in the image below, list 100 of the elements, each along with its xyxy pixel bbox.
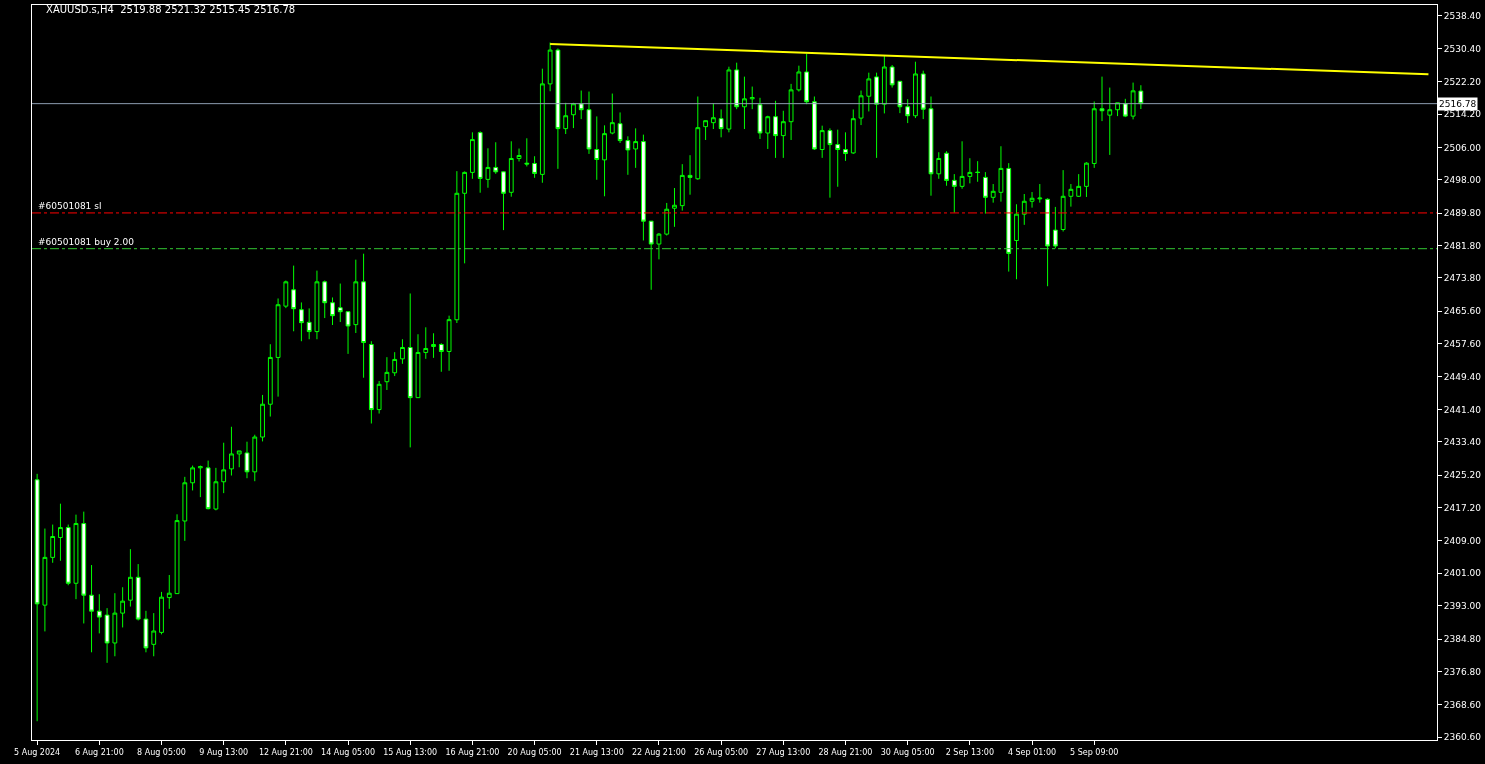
candlestick <box>609 93 615 135</box>
candlestick <box>563 102 569 135</box>
y-tick-label: 2441.40 <box>1443 404 1482 415</box>
candlestick <box>524 137 530 167</box>
candlestick <box>205 460 211 510</box>
ref-line-label: #60501081 buy 2.00 <box>38 237 135 247</box>
candlestick <box>50 524 56 564</box>
candlestick <box>889 64 895 89</box>
candlestick <box>508 140 514 198</box>
candlestick <box>703 120 708 141</box>
x-tick-label: 14 Aug 05:00 <box>321 747 376 757</box>
candlestick <box>1122 98 1128 118</box>
candlestick <box>710 102 716 130</box>
y-tick-label: 2433.40 <box>1443 437 1482 448</box>
candlestick <box>555 47 561 170</box>
candlestick <box>990 183 996 204</box>
candlestick <box>936 151 942 180</box>
candlestick <box>1138 84 1144 110</box>
candlestick <box>773 100 778 159</box>
candlestick <box>73 514 79 600</box>
candlestick <box>58 503 63 562</box>
candlestick <box>843 131 848 162</box>
candlestick <box>182 476 188 542</box>
candlestick <box>897 80 903 114</box>
candlestick <box>485 147 491 189</box>
candlestick <box>765 115 771 150</box>
candlestick <box>81 511 87 624</box>
candlestick <box>1107 87 1113 156</box>
candlestick <box>874 72 879 159</box>
candlestick <box>827 127 833 199</box>
candlestick <box>306 307 312 340</box>
candlestick <box>866 72 872 112</box>
y-tick-label: 2473.80 <box>1443 273 1482 284</box>
y-tick-label: 2393.00 <box>1443 600 1482 611</box>
candlestick <box>547 42 553 92</box>
candlestick <box>959 140 965 190</box>
x-tick-label: 16 Aug 21:00 <box>445 747 500 757</box>
candlestick <box>462 170 468 264</box>
x-tick-label: 20 Aug 05:00 <box>507 747 562 757</box>
y-tick-label: 2506.00 <box>1443 142 1482 153</box>
ref-line-label: 2516.78 <box>1439 99 1477 109</box>
candlestick <box>983 171 988 215</box>
candlestick <box>229 426 234 477</box>
candlestick <box>656 232 662 260</box>
candlestick <box>1052 206 1058 249</box>
candlestick <box>423 326 429 360</box>
candlestick <box>446 315 452 372</box>
candlestick <box>679 163 685 212</box>
candlestick <box>267 343 273 418</box>
candlestick <box>641 134 646 241</box>
candlestick <box>749 86 755 110</box>
y-tick-label: 2465.60 <box>1443 306 1482 317</box>
y-tick-label: 2538.40 <box>1443 11 1482 22</box>
candlestick <box>415 333 421 399</box>
candlestick <box>788 83 794 141</box>
candlestick <box>174 513 180 595</box>
ref-line-label: #60501081 sl <box>38 201 102 211</box>
candlestick <box>159 591 164 635</box>
y-tick-label: 2457.60 <box>1443 338 1482 349</box>
y-tick-label: 2425.20 <box>1443 470 1482 481</box>
candlestick <box>361 253 366 379</box>
candlestick <box>1029 191 1035 209</box>
candlestick <box>120 586 126 628</box>
candlestick <box>213 467 219 511</box>
candlestick <box>695 96 701 181</box>
candlestick <box>322 280 328 319</box>
y-tick-label: 2384.80 <box>1443 634 1482 645</box>
candlestick <box>578 90 584 120</box>
x-tick-label: 2 Sep 13:00 <box>945 747 995 757</box>
y-tick-label: 2514.20 <box>1443 109 1482 120</box>
candlestick <box>314 270 320 340</box>
candlestick <box>96 593 102 634</box>
candlestick <box>602 124 607 197</box>
candlestick <box>407 292 413 448</box>
candlestick <box>275 297 281 398</box>
candlestick <box>438 342 444 373</box>
candlestick <box>944 150 949 187</box>
candlestick <box>804 53 810 105</box>
candlestick <box>470 131 475 180</box>
candlestick <box>1068 183 1074 208</box>
y-tick-label: 2489.80 <box>1443 208 1482 219</box>
candlestick <box>928 96 934 197</box>
candlestick <box>353 259 359 334</box>
x-tick-label: 6 Aug 21:00 <box>74 747 124 757</box>
candlestick <box>726 66 732 133</box>
candlestick <box>376 380 382 415</box>
candlestick <box>197 465 203 498</box>
candlestick <box>1045 197 1050 287</box>
y-tick-label: 2449.40 <box>1443 372 1482 383</box>
candlestick <box>718 108 724 138</box>
candlestick <box>1037 183 1043 204</box>
candlestick <box>998 145 1004 203</box>
candlestick <box>664 202 670 236</box>
candlestick <box>812 96 817 151</box>
candlestick <box>384 356 390 391</box>
candlestick <box>42 528 48 632</box>
candlestick <box>65 524 71 586</box>
x-tick-label: 9 Aug 13:00 <box>199 747 249 757</box>
candlestick <box>190 465 195 491</box>
candlestick <box>905 98 911 124</box>
